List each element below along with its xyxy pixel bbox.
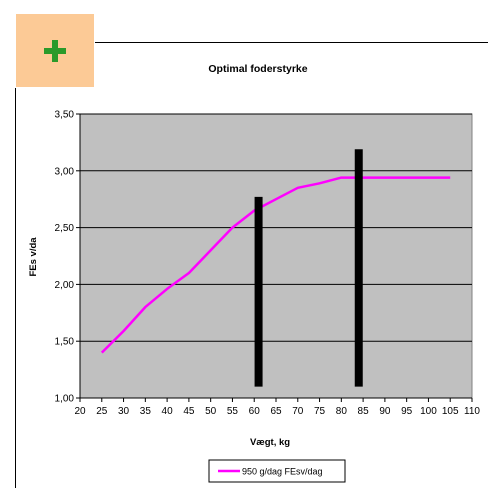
x-tick-label: 80 [336, 406, 348, 417]
y-tick-label: 2,50 [55, 223, 75, 234]
plot-background [79, 113, 473, 399]
add-button[interactable] [16, 14, 94, 87]
x-tick-label: 40 [162, 406, 174, 417]
x-tick-label: 100 [420, 406, 437, 417]
x-tick-label: 30 [118, 406, 130, 417]
y-tick-label: 1,50 [55, 337, 75, 348]
x-tick-label: 95 [401, 406, 413, 417]
x-tick-label: 50 [205, 406, 217, 417]
x-tick-label: 55 [227, 406, 239, 417]
legend: 950 g/dag FEsv/dag [208, 459, 346, 483]
y-tick-label: 3,50 [55, 110, 75, 121]
legend-series-label: 950 g/dag FEsv/dag [242, 467, 323, 477]
x-tick-label: 85 [358, 406, 370, 417]
y-tick-label: 1,00 [55, 394, 75, 405]
x-tick-label: 60 [249, 406, 261, 417]
chart-title: Optimal foderstyrke [208, 63, 307, 75]
x-axis-label: Vægt, kg [250, 437, 290, 448]
plus-icon [44, 39, 66, 62]
x-tick-label: 70 [292, 406, 304, 417]
x-tick-label: 90 [379, 406, 391, 417]
x-tick-label: 25 [96, 406, 108, 417]
y-tick-label: 3,00 [55, 166, 75, 177]
x-tick-label: 105 [442, 406, 459, 417]
x-tick-label: 110 [464, 406, 480, 417]
x-tick-label: 20 [74, 406, 86, 417]
header-divider-line [95, 42, 488, 43]
y-axis-label: FEs v/da [28, 237, 39, 277]
left-border-line [15, 88, 16, 488]
x-tick-label: 45 [183, 406, 195, 417]
legend-box [208, 459, 346, 483]
x-tick-label: 65 [270, 406, 282, 417]
series-line [100, 176, 451, 354]
x-tick-label: 35 [140, 406, 152, 417]
x-tick-label: 75 [314, 406, 326, 417]
y-tick-label: 2,00 [55, 280, 75, 291]
